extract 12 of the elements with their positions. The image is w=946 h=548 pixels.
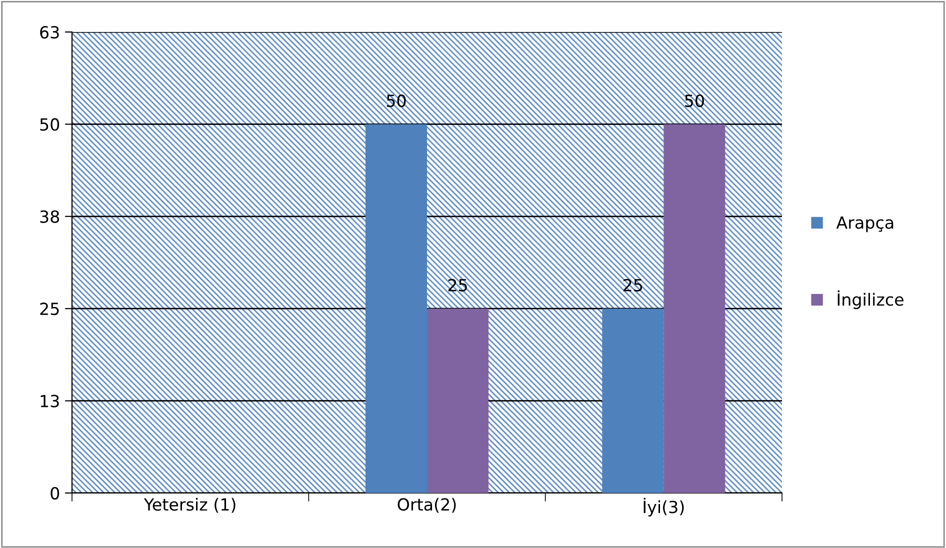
y-tick-label: 50 <box>40 118 60 131</box>
x-tick-label: İyi(3) <box>644 498 684 517</box>
y-tick-label: 25 <box>40 302 59 316</box>
x-tick-label: Orta(2) <box>398 498 456 513</box>
y-tick-label: 0 <box>50 486 60 500</box>
legend-label: Arapça <box>836 216 894 232</box>
y-tick-label: 38 <box>40 210 60 223</box>
legend-label: İngilizce <box>838 290 904 310</box>
y-tick-label: 63 <box>40 26 59 39</box>
data-label: 25 <box>448 278 467 292</box>
y-tick-label: 13 <box>40 394 59 408</box>
x-tick-label: Yetersiz (1) <box>144 498 236 513</box>
